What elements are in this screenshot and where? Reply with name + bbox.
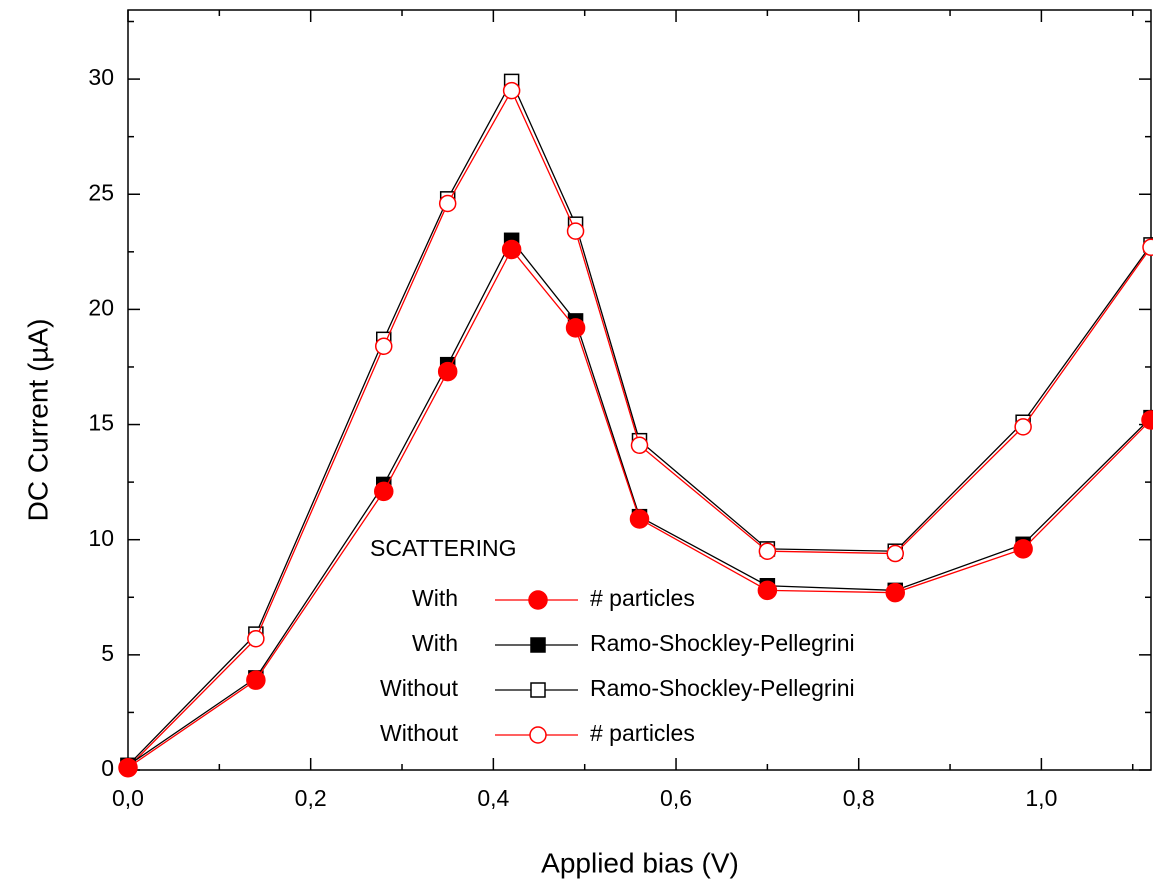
data-point <box>885 582 905 603</box>
data-point <box>1013 539 1033 559</box>
y-axis-label: DC Current (µA) <box>22 319 53 522</box>
x-axis-label: Applied bias (V) <box>541 847 739 878</box>
legend-label: Ramo-Shockley-Pellegrini <box>590 675 855 701</box>
data-point <box>566 222 585 240</box>
data-point <box>375 337 393 355</box>
legend-label: Ramo-Shockley-Pellegrini <box>590 630 855 656</box>
x-tick-label: 1,0 <box>1025 785 1057 811</box>
legend-marker <box>530 637 546 653</box>
data-point <box>118 757 138 778</box>
legend-prefix: Without <box>380 720 459 746</box>
data-point <box>630 436 649 455</box>
data-point <box>374 481 394 502</box>
legend-prefix: With <box>412 585 458 611</box>
x-tick-label: 0,6 <box>660 785 692 811</box>
data-point <box>247 629 265 648</box>
y-tick-label: 25 <box>88 179 114 205</box>
data-point <box>629 509 650 529</box>
data-point <box>886 544 904 563</box>
legend-prefix: With <box>412 630 458 656</box>
series-line <box>127 89 1152 769</box>
legend-label: # particles <box>590 720 695 746</box>
data-point <box>437 361 458 382</box>
data-point <box>757 580 778 601</box>
series-line <box>127 79 1152 766</box>
y-tick-label: 5 <box>101 640 114 666</box>
x-tick-label: 0,8 <box>843 785 875 811</box>
x-tick-label: 0,0 <box>112 785 144 811</box>
data-point <box>501 239 522 260</box>
y-tick-label: 30 <box>88 64 114 90</box>
y-tick-label: 10 <box>88 525 114 551</box>
legend-marker <box>528 590 548 610</box>
data-point <box>1141 410 1153 430</box>
y-tick-label: 15 <box>88 410 114 436</box>
legend-marker <box>530 682 546 698</box>
legend-title: SCATTERING <box>370 535 517 561</box>
data-point <box>438 194 457 213</box>
x-tick-label: 0,4 <box>477 785 509 811</box>
y-tick-label: 20 <box>88 294 114 320</box>
legend-label: # particles <box>590 585 695 611</box>
data-point <box>1014 418 1032 436</box>
plot-frame <box>127 9 1152 771</box>
legend-prefix: Without <box>380 675 459 701</box>
x-tick-label: 0,2 <box>295 785 327 811</box>
data-point <box>502 81 521 100</box>
y-tick-label: 0 <box>101 755 114 781</box>
legend-marker <box>529 726 547 744</box>
data-point <box>1142 238 1153 256</box>
data-point <box>246 670 266 690</box>
data-point <box>565 318 586 338</box>
data-point <box>758 542 777 560</box>
